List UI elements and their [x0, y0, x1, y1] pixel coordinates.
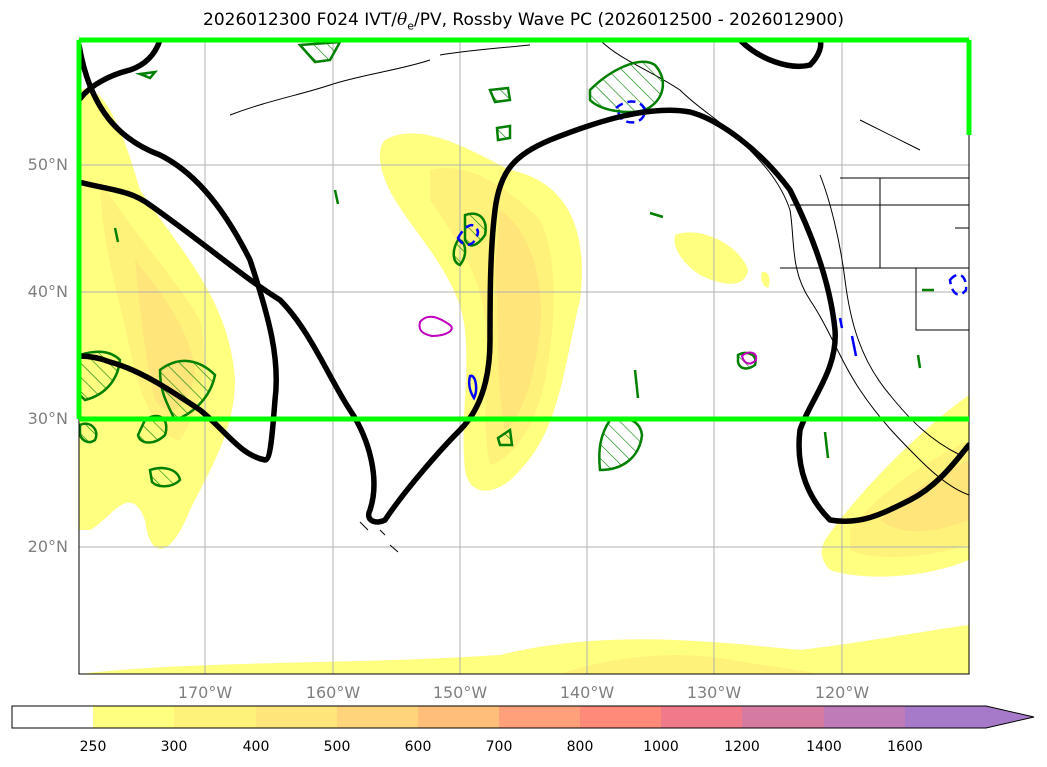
- colorbar-tick-label: 1000: [643, 739, 679, 755]
- colorbar-tick-label: 400: [242, 739, 270, 755]
- lat-label: 30°N: [27, 409, 68, 428]
- colorbar-tick-label: 600: [404, 739, 432, 755]
- colorbar-tick-label: 250: [79, 739, 107, 755]
- lat-label: 20°N: [27, 537, 68, 556]
- colorbar-tick-label: 1400: [806, 739, 842, 755]
- lon-label: 140°W: [559, 683, 615, 702]
- region-box: [76, 37, 972, 422]
- colorbar-tick-label: 1600: [887, 739, 923, 755]
- colorbar-tick-label: 700: [485, 739, 513, 755]
- lat-label: 40°N: [27, 282, 68, 301]
- lon-label: 150°W: [432, 683, 488, 702]
- theta-contours: [79, 40, 934, 488]
- lon-label: 120°W: [814, 683, 870, 702]
- colorbar: [11, 705, 1035, 729]
- colorbar-tick-label: 800: [566, 739, 594, 755]
- pv-positive-contours: [418, 315, 758, 365]
- lon-label: 170°W: [177, 683, 233, 702]
- lon-label: 160°W: [305, 683, 361, 702]
- lon-label: 130°W: [686, 683, 742, 702]
- map-title: 2026012300 F024 IVT/θe/PV, Rossby Wave P…: [203, 10, 844, 33]
- colorbar-tick-label: 500: [323, 739, 351, 755]
- coastlines: [229, 40, 969, 553]
- pv-negative-solid: [467, 317, 858, 401]
- colorbar-tick-label: 1200: [724, 739, 760, 755]
- rossby-wave-lines: [79, 40, 969, 525]
- pv-negative-contours: [456, 100, 968, 296]
- lat-label: 50°N: [27, 155, 68, 174]
- colorbar-tick-label: 300: [160, 739, 188, 755]
